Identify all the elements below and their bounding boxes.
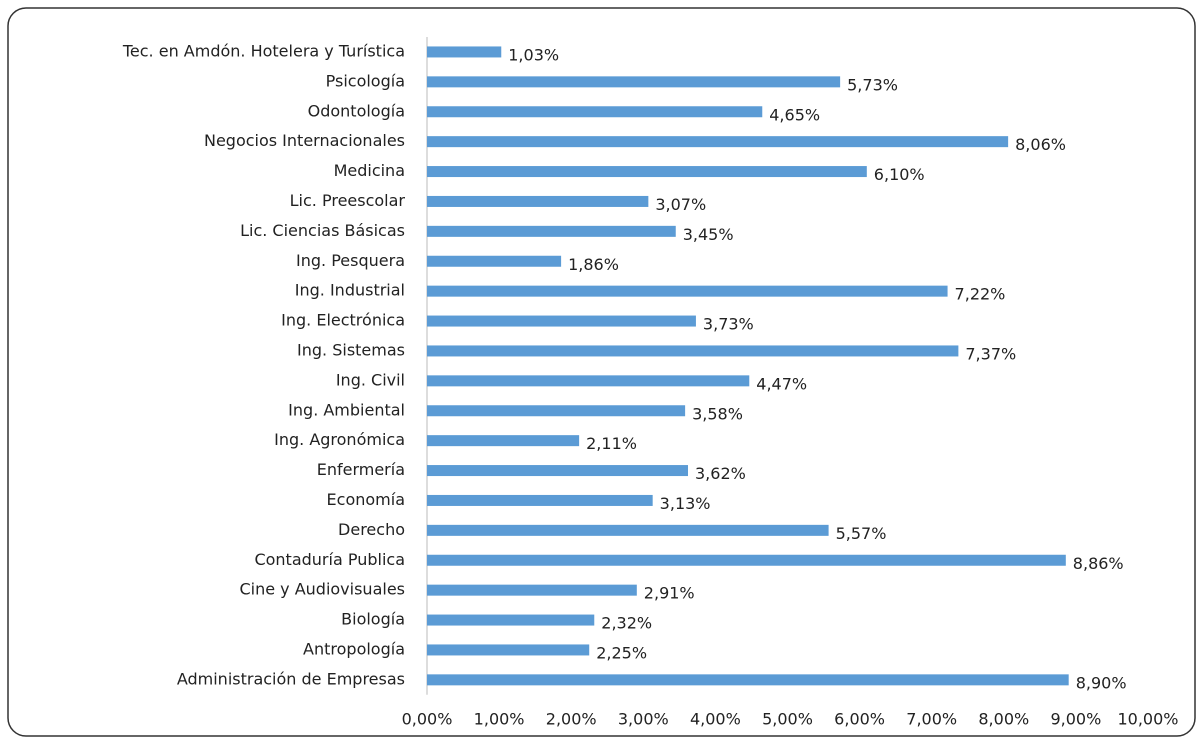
y-tick-label: Contaduría Publica [254, 550, 405, 569]
bar [427, 524, 829, 536]
y-tick-label: Ing. Civil [336, 370, 405, 389]
bar [427, 465, 689, 477]
data-label: 5,73% [847, 75, 898, 94]
x-tick-label: 0,00% [402, 710, 453, 729]
x-tick-label: 7,00% [906, 710, 957, 729]
bar [427, 166, 867, 178]
bar [427, 345, 959, 357]
y-tick-label: Ing. Agronómica [274, 430, 405, 449]
data-label: 8,90% [1076, 673, 1127, 692]
chart-frame [7, 7, 1196, 737]
y-tick-label: Cine y Audiovisuales [239, 580, 405, 599]
bar [427, 106, 763, 118]
data-label: 7,22% [955, 285, 1006, 304]
x-tick-label: 6,00% [834, 710, 885, 729]
y-tick-label: Ing. Pesquera [296, 251, 405, 270]
y-tick-label: Derecho [338, 520, 405, 539]
data-label: 3,62% [695, 464, 746, 483]
bar [427, 136, 1009, 148]
bar [427, 255, 562, 267]
bar [427, 285, 948, 297]
x-tick-label: 10,00% [1117, 710, 1178, 729]
data-label: 3,07% [655, 195, 706, 214]
bar [427, 375, 750, 387]
data-label: 1,03% [508, 45, 559, 64]
y-tick-label: Odontología [308, 101, 405, 120]
data-label: 8,86% [1073, 554, 1124, 573]
y-tick-label: Psicología [326, 71, 405, 90]
x-tick-label: 2,00% [546, 710, 597, 729]
x-tick-label: 1,00% [474, 710, 525, 729]
y-tick-label: Antropología [303, 639, 405, 658]
y-tick-label: Medicina [334, 161, 405, 180]
y-tick-label: Administración de Empresas [177, 669, 405, 688]
y-tick-label: Lic. Ciencias Básicas [240, 221, 405, 240]
data-label: 2,11% [586, 434, 637, 453]
x-tick-label: 8,00% [978, 710, 1029, 729]
y-tick-label: Enfermería [317, 460, 405, 479]
data-label: 7,37% [965, 344, 1016, 363]
bar [427, 584, 637, 596]
data-label: 4,65% [769, 105, 820, 124]
y-tick-label: Ing. Sistemas [297, 340, 405, 359]
data-label: 6,10% [874, 165, 925, 184]
data-label: 3,45% [683, 225, 734, 244]
bar [427, 644, 590, 656]
x-tick-label: 4,00% [690, 710, 741, 729]
y-tick-label: Lic. Preescolar [290, 191, 406, 210]
bar [427, 76, 841, 88]
y-tick-label: Biología [341, 610, 405, 629]
bar [427, 315, 696, 327]
x-tick-label: 3,00% [618, 710, 669, 729]
y-tick-label: Tec. en Amdón. Hotelera y Turística [122, 41, 405, 60]
data-label: 8,06% [1015, 135, 1066, 154]
y-tick-label: Ing. Electrónica [281, 311, 405, 330]
data-label: 2,91% [644, 584, 695, 603]
data-label: 5,57% [836, 524, 887, 543]
y-tick-label: Negocios Internacionales [204, 131, 405, 150]
data-label: 3,13% [660, 494, 711, 513]
bar [427, 674, 1069, 686]
bar [427, 46, 502, 58]
bar [427, 435, 580, 447]
bar [427, 554, 1066, 566]
data-label: 1,86% [568, 255, 619, 274]
data-label: 3,73% [703, 315, 754, 334]
data-label: 2,32% [601, 614, 652, 633]
data-label: 2,25% [596, 643, 647, 662]
data-label: 3,58% [692, 404, 743, 423]
bar [427, 225, 676, 237]
y-tick-label: Economía [327, 490, 405, 509]
x-tick-label: 9,00% [1050, 710, 1101, 729]
y-tick-label: Ing. Ambiental [288, 400, 405, 419]
bar [427, 195, 649, 207]
bar [427, 614, 595, 626]
bar [427, 405, 686, 417]
bar [427, 494, 653, 506]
x-tick-label: 5,00% [762, 710, 813, 729]
data-label: 4,47% [756, 374, 807, 393]
y-tick-label: Ing. Industrial [295, 281, 405, 300]
